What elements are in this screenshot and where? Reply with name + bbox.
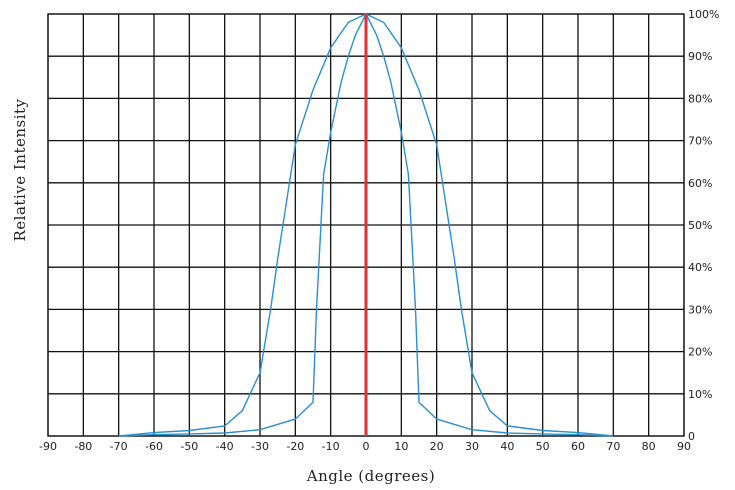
x-tick-label: 20	[430, 440, 444, 453]
x-tick-label: -60	[145, 440, 163, 453]
x-tick-label: 60	[571, 440, 585, 453]
x-axis-ticks: -90 -80 -70 -60 -50 -40 -30 -20 -10 0 10 20 30 40 50 60…	[39, 440, 691, 453]
x-tick-label: -40	[216, 440, 234, 453]
x-tick-label: 10	[394, 440, 408, 453]
x-tick-label: -20	[286, 440, 304, 453]
x-tick-label: -70	[110, 440, 128, 453]
y-tick-label: 90%	[688, 50, 712, 63]
y-tick-label: 100%	[688, 8, 719, 21]
x-tick-label: 80	[642, 440, 656, 453]
x-tick-label: -90	[39, 440, 57, 453]
x-tick-label: 40	[500, 440, 514, 453]
x-tick-label: 0	[363, 440, 370, 453]
y-tick-label: 30%	[688, 303, 712, 316]
x-tick-label: -10	[322, 440, 340, 453]
y-tick-label: 20%	[688, 346, 712, 359]
y-axis-ticks: 0 10% 20% 30% 40% 50% 60% 70% 80% 90% 100%	[688, 8, 719, 443]
x-tick-label: -30	[251, 440, 269, 453]
y-tick-label: 80%	[688, 92, 712, 105]
y-tick-label: 0	[688, 430, 695, 443]
x-tick-label: 50	[536, 440, 550, 453]
x-tick-label: 30	[465, 440, 479, 453]
y-tick-label: 50%	[688, 219, 712, 232]
x-tick-label: 90	[677, 440, 691, 453]
x-tick-label: -80	[74, 440, 92, 453]
x-tick-label: 70	[606, 440, 620, 453]
y-tick-label: 60%	[688, 177, 712, 190]
x-tick-label: -50	[180, 440, 198, 453]
y-tick-label: 40%	[688, 261, 712, 274]
x-axis-label: Angle (degrees)	[306, 467, 435, 485]
y-tick-label: 10%	[688, 388, 712, 401]
y-tick-label: 70%	[688, 135, 712, 148]
y-axis-label: Relative Intensity	[11, 98, 29, 241]
